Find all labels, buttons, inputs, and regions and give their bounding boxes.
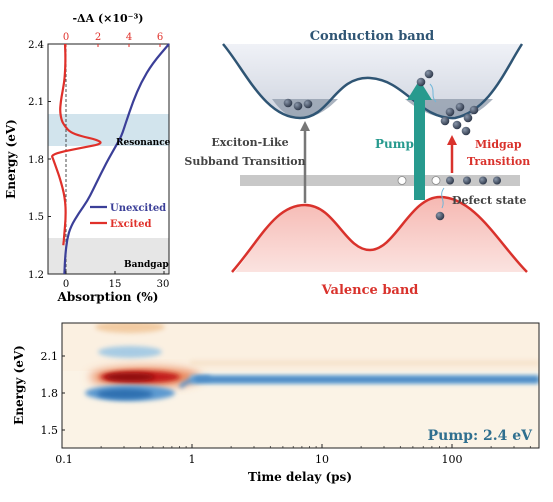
- panel-b-x-ticks: 0.1 1 10 100: [55, 444, 463, 466]
- panel-a-y-ticks: 1.2 1.5 1.8 2.1 2.4: [28, 40, 51, 281]
- pump-arrow-head: [407, 80, 432, 100]
- panel-b-frame: [61, 322, 540, 449]
- electrons: [283, 69, 479, 221]
- panel-b-minor-ticks: [100, 446, 531, 448]
- resonance-label: Resonance: [116, 138, 171, 148]
- valence-band-fill: [235, 197, 525, 272]
- legend-unexcited-label: Unexcited: [110, 203, 166, 214]
- panel-a-x-label: Absorption (%): [57, 290, 159, 304]
- y-tick: 1.5: [41, 424, 59, 437]
- defect-state-bar: [240, 175, 520, 186]
- y-tick: 1.2: [28, 270, 44, 281]
- pump-arrow-shaft: [414, 98, 425, 200]
- valence-band-curve: [231, 195, 528, 273]
- excited-curve: [51, 43, 102, 246]
- conduction-band-curve: [222, 43, 524, 120]
- panel-a-y-label: Energy (eV): [4, 119, 18, 199]
- midgap-label-line2: Transition: [467, 155, 530, 168]
- bandgap-band: [48, 238, 169, 274]
- y-tick: 1.5: [28, 212, 44, 223]
- panel-b: 1.5 1.8 2.1 Energy (eV) 0.1 1 10 100 Tim…: [12, 322, 540, 484]
- x-tick: 30: [157, 279, 170, 290]
- panel-a-x-ticks: 0 15 30: [63, 271, 170, 290]
- pump-energy-label: Pump: 2.4 eV: [428, 428, 533, 444]
- x-tick: 1: [189, 453, 196, 466]
- y-tick: 1.8: [41, 387, 59, 400]
- panel-b-x-label: Time delay (ps): [248, 470, 352, 484]
- conduction-band-label: Conduction band: [310, 29, 435, 44]
- unexcited-curve: [63, 43, 170, 275]
- y-tick: 2.4: [28, 40, 44, 51]
- x-tick: 0.1: [55, 453, 73, 466]
- valence-band-label: Valence band: [321, 283, 419, 298]
- top-tick: 4: [126, 32, 132, 43]
- panel-b-y-label: Energy (eV): [12, 345, 26, 425]
- panel-a-top-label: -ΔA (×10⁻³): [72, 12, 143, 25]
- bandgap-label: Bandgap: [124, 260, 169, 270]
- y-tick: 2.1: [41, 350, 59, 363]
- midgap-label-line1: Midgap: [475, 138, 522, 151]
- pump-label: Pump: [375, 137, 414, 151]
- exciton-label-line2: Subband Transition: [184, 155, 305, 168]
- defect-state-label: Defect state: [452, 194, 526, 207]
- x-tick: 100: [442, 453, 463, 466]
- x-tick: 15: [109, 279, 122, 290]
- relaxation-path: [441, 187, 445, 209]
- top-tick: 2: [95, 32, 101, 43]
- x-tick: 10: [315, 453, 329, 466]
- x-tick: 0: [63, 279, 69, 290]
- panel-a-top-ticks: 0 2 4 6: [63, 32, 163, 47]
- panel-b-y-ticks: 1.5 1.8 2.1: [41, 350, 65, 437]
- top-tick: 0: [63, 32, 69, 43]
- heatmap: [62, 323, 539, 448]
- legend: Unexcited Excited: [90, 203, 166, 230]
- band-diagram: Conduction band Valence band Defect stat…: [184, 29, 530, 298]
- top-tick: 6: [157, 32, 163, 43]
- y-tick: 2.1: [28, 97, 44, 108]
- y-tick: 1.8: [28, 155, 44, 166]
- exciton-label-line1: Exciton-Like: [211, 136, 288, 149]
- legend-excited-label: Excited: [110, 219, 151, 230]
- panel-a: 1.2 1.5 1.8 2.1 2.4 Energy (eV) 0 15 30 …: [4, 12, 171, 304]
- relaxation-path: [429, 83, 437, 103]
